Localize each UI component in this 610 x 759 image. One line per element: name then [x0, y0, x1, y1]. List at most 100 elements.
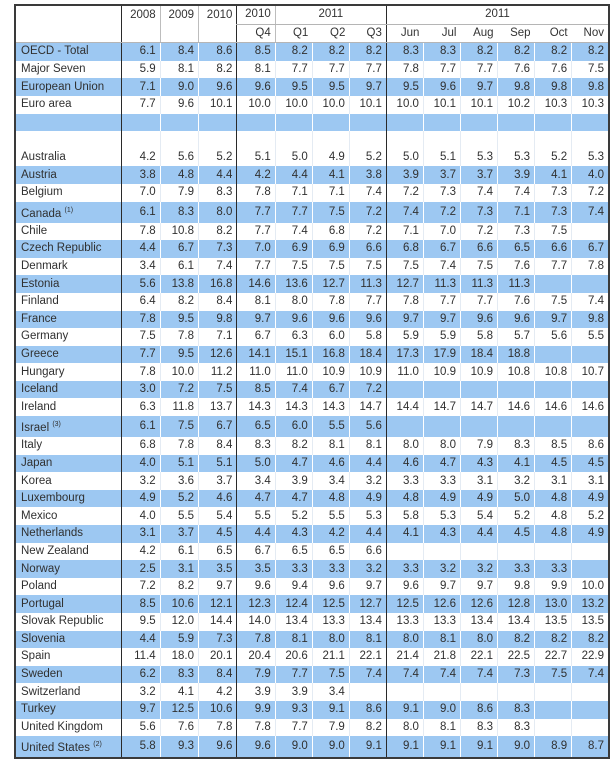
value-cell: 7.4 [571, 665, 609, 684]
col-header-sep: Sep [497, 24, 535, 44]
value-cell: 3.1 [571, 472, 609, 490]
value-cell: 9.1 [348, 736, 387, 759]
value-cell: 12.6 [198, 345, 237, 364]
value-cell: 3.9 [497, 166, 535, 184]
value-cell: 8.6 [571, 437, 609, 455]
value-cell: 8.3 [459, 718, 498, 737]
value-cell: 5.3 [571, 148, 609, 167]
value-cell: 4.9 [422, 489, 461, 508]
value-cell: 3.3 [385, 560, 424, 578]
value-cell: 6.6 [348, 542, 387, 561]
value-cell: 4.1 [497, 454, 535, 473]
value-cell: 9.7 [422, 577, 461, 596]
value-cell: 3.7 [198, 472, 237, 490]
country-name: Czech Republic [21, 242, 102, 255]
value-cell: 4.6 [198, 489, 237, 508]
value-cell: 12.7 [385, 275, 424, 293]
value-cell [497, 380, 535, 399]
value-cell: 3.3 [311, 560, 350, 578]
value-cell: 5.5 [159, 507, 199, 526]
table-row: Poland 7.2 8.2 9.7 9.6 9.4 9.6 9.7 9.6 9.7 9.7 9.8 9… [15, 577, 609, 596]
value-cell: 4.1 [385, 525, 424, 543]
spacer-cell [571, 131, 609, 149]
spacer-cell [15, 113, 122, 132]
value-cell: 11.0 [274, 363, 313, 381]
value-cell: 6.3 [121, 398, 161, 417]
value-cell: 7.2 [348, 380, 387, 399]
table-row: United States (2) 5.8 9.3 9.6 9.6 9.0 9.0 9.1 9.… [15, 736, 609, 759]
value-cell: 10.3 [571, 95, 609, 114]
value-cell: 8.4 [198, 665, 237, 684]
value-cell: 4.6 [385, 454, 424, 473]
value-cell [571, 683, 609, 701]
value-cell: 22.9 [571, 648, 609, 666]
country-name: United States [21, 742, 91, 755]
value-cell: 13.3 [422, 613, 461, 631]
value-cell: 7.2 [159, 380, 199, 399]
country-name: Hungary [21, 365, 65, 378]
value-cell [497, 416, 535, 438]
value-cell: 7.7 [311, 60, 350, 79]
value-cell: 13.4 [274, 613, 313, 631]
spacer-cell [15, 131, 122, 149]
value-cell: 20.1 [198, 648, 237, 666]
header-blank [159, 24, 199, 44]
value-cell: 7.8 [385, 60, 424, 79]
value-cell: 3.2 [348, 560, 387, 578]
value-cell: 9.0 [422, 700, 461, 719]
value-cell: 9.1 [311, 700, 350, 719]
value-cell: 7.5 [311, 201, 350, 223]
value-cell: 4.3 [459, 454, 498, 473]
value-cell: 8.3 [198, 183, 237, 202]
value-cell: 7.7 [274, 665, 313, 684]
country-name: European Union [21, 80, 105, 93]
country-name: Japan [21, 456, 53, 469]
table-row: United Kingdom 5.6 7.6 7.8 7.8 7.7 7.9 8.2 8.0 8.… [15, 718, 609, 737]
value-cell: 7.5 [571, 60, 609, 79]
value-cell: 4.5 [497, 525, 535, 543]
value-cell: 14.6 [497, 398, 535, 417]
country-name: Major Seven [21, 63, 86, 76]
value-cell: 9.5 [159, 310, 199, 329]
spacer-cell [121, 113, 161, 132]
value-cell: 9.1 [422, 736, 461, 759]
value-cell: 9.3 [159, 736, 199, 759]
row-label: OECD - Total [15, 42, 122, 61]
table-row: Switzerland 3.2 4.1 4.2 3.9 3.9 3.4 [15, 683, 609, 701]
value-cell: 3.9 [274, 683, 313, 701]
value-cell: 8.1 [422, 630, 461, 649]
header-corner [15, 5, 122, 25]
table-row: Canada (1) 6.1 8.3 8.0 7.7 7.7 7.5 7.2 7.4 7.2 7.3… [15, 201, 609, 223]
row-label: Sweden [15, 665, 122, 684]
value-cell: 3.7 [422, 166, 461, 184]
value-cell: 7.4 [422, 257, 461, 276]
table-row: Netherlands 3.1 3.7 4.5 4.4 4.3 4.2 4.4 4.1 4.3 4.… [15, 525, 609, 543]
value-cell: 7.0 [236, 240, 276, 258]
value-cell: 6.9 [274, 240, 313, 258]
value-cell: 3.5 [198, 560, 237, 578]
value-cell: 5.6 [159, 148, 199, 167]
value-cell: 10.9 [348, 363, 387, 381]
value-cell: 7.2 [422, 201, 461, 223]
value-cell [534, 683, 572, 701]
value-cell: 4.5 [534, 454, 572, 473]
value-cell: 15.1 [274, 345, 313, 364]
value-cell [571, 542, 609, 561]
value-cell: 7.4 [497, 183, 535, 202]
value-cell: 7.4 [459, 665, 498, 684]
value-cell: 7.4 [459, 183, 498, 202]
row-label: Greece [15, 345, 122, 364]
country-name: Slovak Republic [21, 615, 104, 628]
value-cell: 10.1 [198, 95, 237, 114]
spacer-cell [198, 113, 237, 132]
value-cell: 22.1 [459, 648, 498, 666]
value-cell: 7.1 [121, 78, 161, 96]
value-cell: 5.2 [274, 507, 313, 526]
value-cell: 3.7 [159, 525, 199, 543]
value-cell: 14.7 [422, 398, 461, 417]
value-cell: 7.9 [459, 437, 498, 455]
value-cell: 5.1 [236, 148, 276, 167]
value-cell: 8.0 [385, 437, 424, 455]
row-label: Denmark [15, 257, 122, 276]
value-cell: 4.4 [274, 166, 313, 184]
